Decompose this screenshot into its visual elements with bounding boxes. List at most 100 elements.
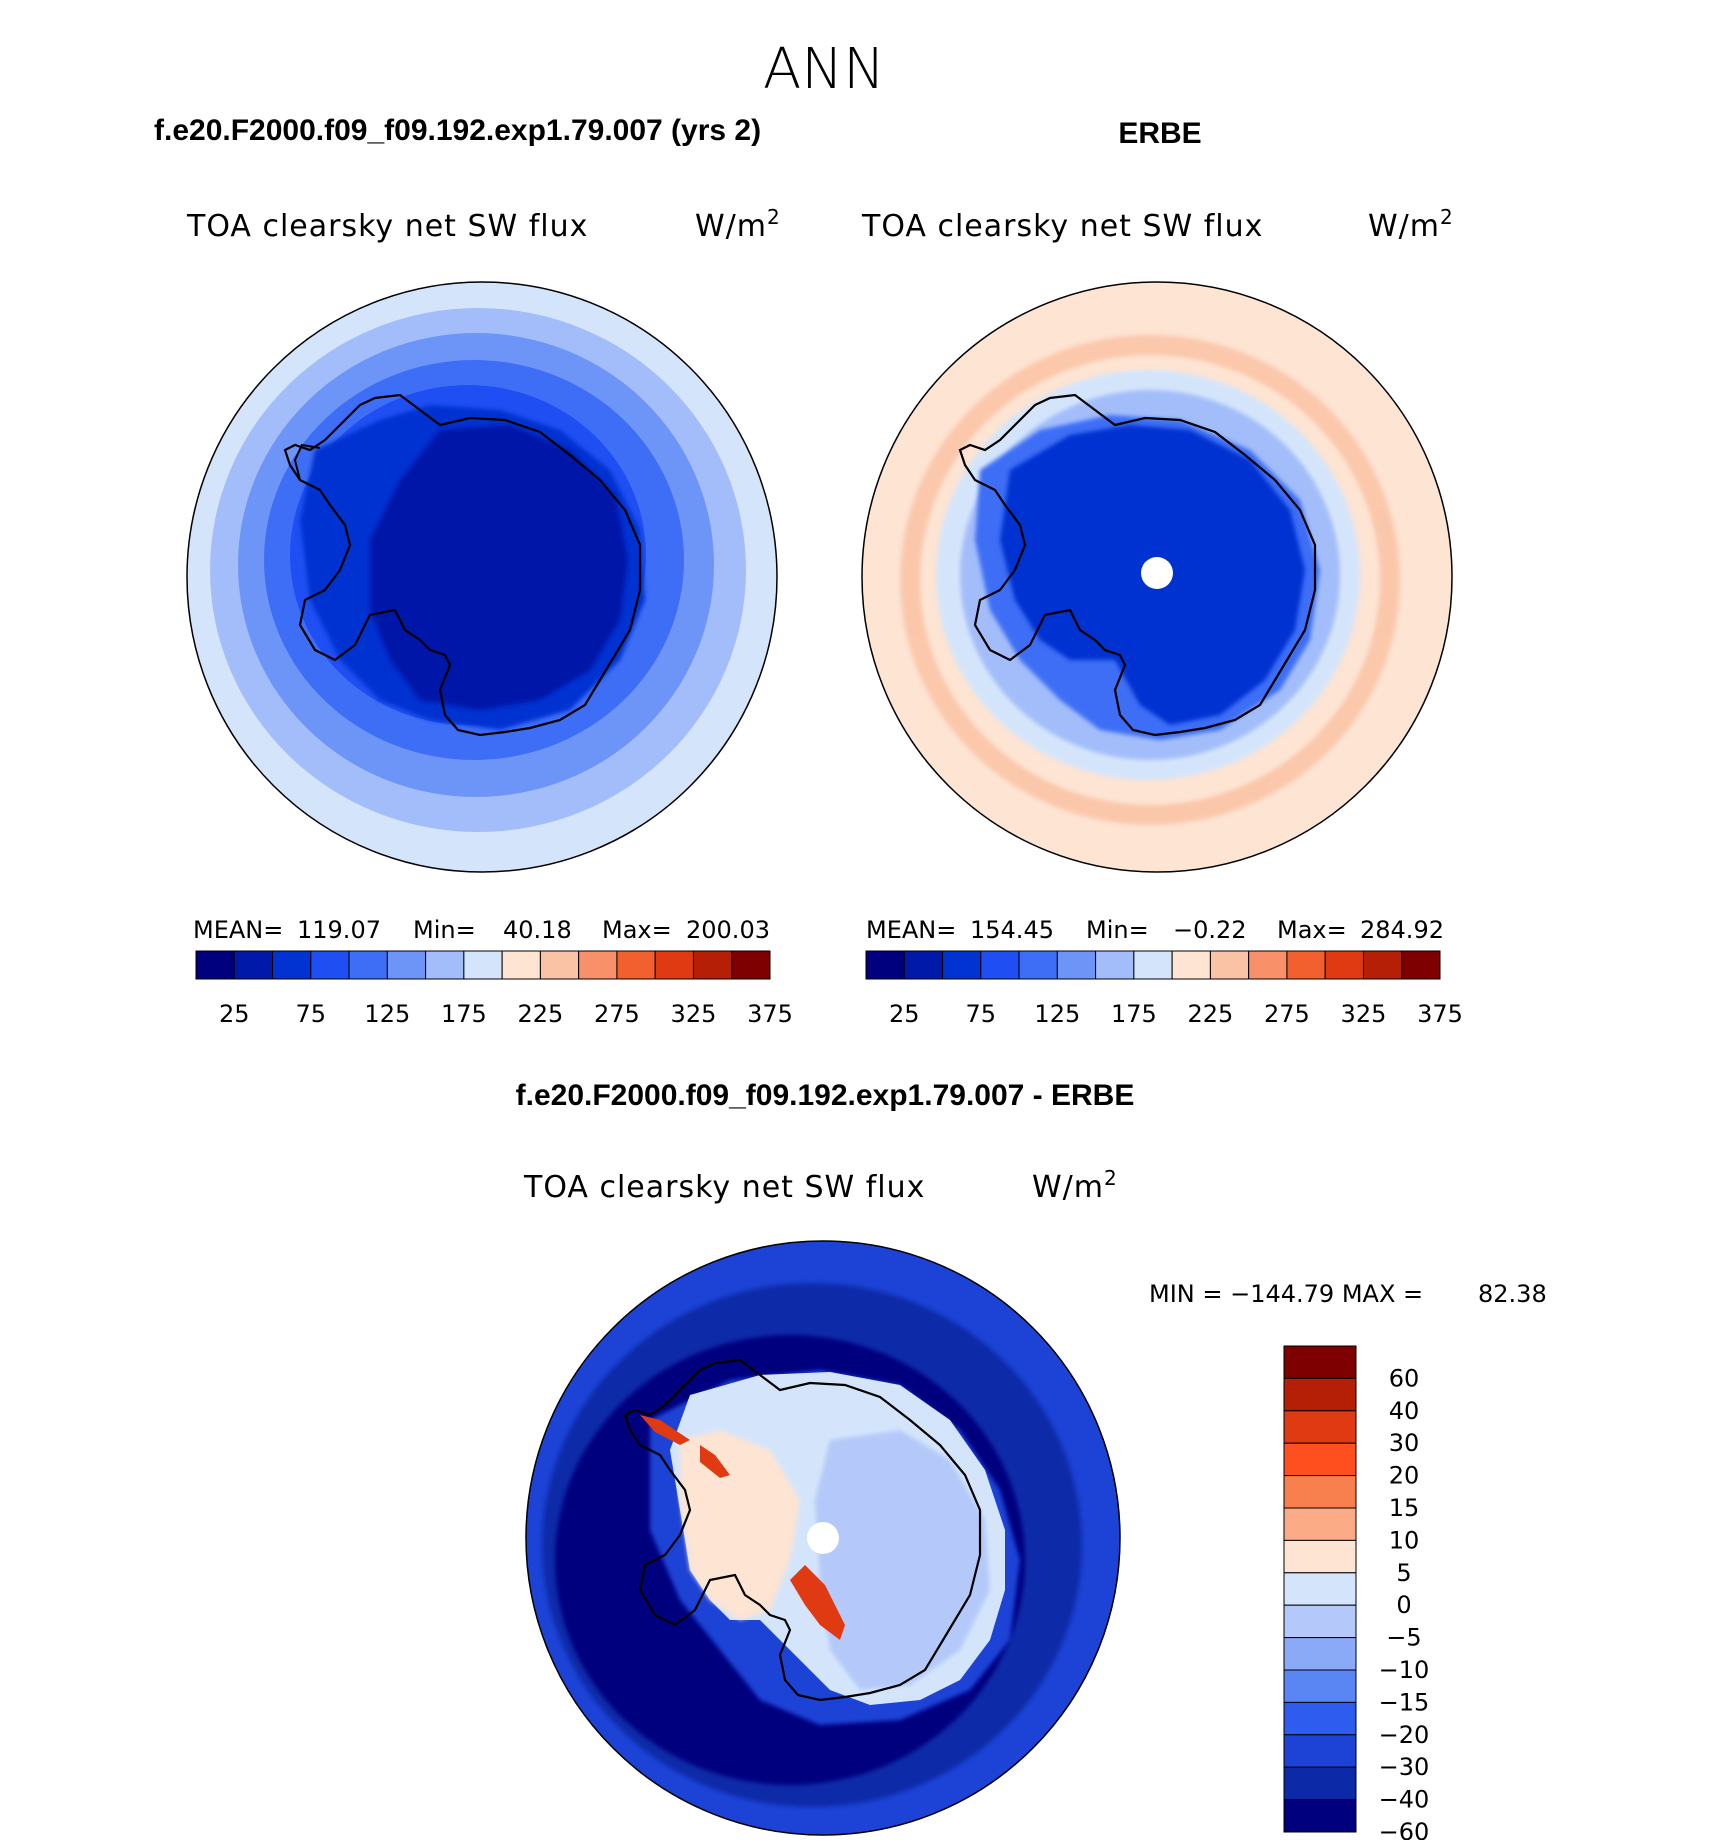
panel2-max-label: Max= <box>1277 916 1347 944</box>
panel1-peninsula-outline <box>293 443 321 481</box>
panel3-colorbar-tick-label-3: 20 <box>1389 1462 1420 1490</box>
panel3-colorbar-swatch-14 <box>1283 1799 1357 1833</box>
panel3-title: f.e20.F2000.f09_f09.192.exp1.79.007 - ER… <box>516 1079 1135 1112</box>
panel3-pole-hole <box>807 1522 839 1554</box>
panel3-colorbar-swatch-2 <box>1283 1410 1357 1444</box>
panel2-mean-label: MEAN= <box>866 916 956 944</box>
panel2-pole-hole <box>1141 557 1173 589</box>
panel3-stats: MIN = −144.79 MAX = 82.38 <box>1149 1280 1547 1308</box>
panel2-colorbar-swatch-6 <box>1095 950 1135 980</box>
panel2-colorbar-swatch-5 <box>1056 950 1097 980</box>
panel2-colorbar-swatch-7 <box>1133 950 1173 980</box>
panel1-min-label: Min= <box>413 916 476 944</box>
panel3-colorbar-tick-label-6: 5 <box>1396 1559 1411 1587</box>
panel1-colorbar-tick-label-2: 125 <box>364 1000 410 1028</box>
panel2-mean-value: 154.45 <box>970 916 1054 944</box>
panel2-colorbar-swatch-8 <box>1171 950 1211 980</box>
panel1-max-label: Max= <box>602 916 672 944</box>
panel3-colorbar-tick-label-12: −30 <box>1379 1753 1430 1781</box>
panel2-colorbar-tick-label-4: 225 <box>1187 1000 1233 1028</box>
panel1-max-value: 200.03 <box>686 916 770 944</box>
panel2-min-label: Min= <box>1086 916 1149 944</box>
panel1-mean-label: MEAN= <box>193 916 283 944</box>
panel2-colorbar-tick-label-6: 325 <box>1341 1000 1387 1028</box>
panel2-polar-map <box>862 282 1452 872</box>
panel3-colorbar-swatch-4 <box>1283 1475 1357 1509</box>
panel3-polar-map <box>526 1241 1120 1835</box>
panel1-min-value: 40.18 <box>503 916 572 944</box>
panel1-title: f.e20.F2000.f09_f09.192.exp1.79.007 (yrs… <box>154 114 761 147</box>
panel1-colorbar-tick-label-1: 75 <box>296 1000 327 1028</box>
panel1-colorbar-swatch-13 <box>692 950 733 980</box>
panel1-colorbar-swatch-0 <box>195 950 235 980</box>
panel1-colorbar-swatch-6 <box>425 950 465 980</box>
panel1-colorbar-swatch-3 <box>310 950 350 980</box>
panel2-colorbar-swatch-2 <box>942 950 982 980</box>
panel1-colorbar-tick-label-7: 375 <box>747 1000 793 1028</box>
panel3-max-value: 82.38 <box>1478 1280 1547 1308</box>
panel3-colorbar-swatch-3 <box>1283 1442 1357 1477</box>
panel1-variable-label: TOA clearsky net SW flux <box>186 209 588 244</box>
panel3-colorbar-swatch-12 <box>1283 1734 1357 1768</box>
panel2-colorbar-swatch-3 <box>980 950 1020 980</box>
panel2-colorbar-swatch-10 <box>1248 950 1288 980</box>
panel1-colorbar-swatch-1 <box>233 950 274 980</box>
panel3-colorbar-tick-label-5: 10 <box>1389 1526 1420 1554</box>
panel1-units: W/m2 <box>695 205 781 244</box>
panel1-colorbar-swatch-12 <box>654 950 694 980</box>
panel3-colorbar-swatch-6 <box>1283 1539 1357 1574</box>
panel1-stats: MEAN= 119.07 Min= 40.18 Max= 200.03 <box>193 916 770 944</box>
panel1-mean-value: 119.07 <box>297 916 381 944</box>
panel1-field-band-50 <box>370 425 628 710</box>
panel1-colorbar-swatch-4 <box>348 950 388 980</box>
panel2-colorbar-tick-label-0: 25 <box>889 1000 920 1028</box>
panel2-colorbar-swatch-13 <box>1362 950 1403 980</box>
panel3-colorbar-tick-label-2: 30 <box>1389 1429 1420 1457</box>
panel1-colorbar-swatch-5 <box>386 950 427 980</box>
panel2-units: W/m2 <box>1368 205 1454 244</box>
panel1-polar-map <box>187 282 777 872</box>
panel2-colorbar-tick-label-2: 125 <box>1034 1000 1080 1028</box>
panel2-colorbar: 25 75 125 175 225 275 325 375 <box>865 950 1463 1028</box>
panel3-colorbar-swatch-13 <box>1283 1766 1357 1801</box>
panel1-colorbar-swatch-7 <box>463 950 503 980</box>
panel1-colorbar-tick-label-5: 275 <box>594 1000 640 1028</box>
figure-title: ANN <box>763 37 885 102</box>
panel1-colorbar-swatch-14 <box>731 950 771 980</box>
panel3-colorbar-tick-label-14: −60 <box>1379 1818 1430 1840</box>
panel3-colorbar-swatch-0 <box>1283 1345 1357 1379</box>
panel2-colorbar-swatch-0 <box>865 950 905 980</box>
panel3-colorbar-swatch-1 <box>1283 1377 1357 1412</box>
panel3-colorbar-tick-label-1: 40 <box>1389 1397 1420 1425</box>
panel3-colorbar-swatch-7 <box>1283 1572 1357 1606</box>
panel2-colorbar-swatch-4 <box>1018 950 1058 980</box>
panel3-colorbar-tick-label-7: 0 <box>1396 1591 1411 1619</box>
panel3-map-border <box>525 1240 1121 1836</box>
panel3-colorbar-tick-label-4: 15 <box>1389 1494 1420 1522</box>
panel3-antarctica-coastline <box>623 1358 982 1702</box>
panel2-max-value: 284.92 <box>1360 916 1444 944</box>
panel2-variable-label: TOA clearsky net SW flux <box>861 209 1263 244</box>
panel2-colorbar-swatch-14 <box>1401 950 1441 980</box>
panel3-colorbar-swatch-5 <box>1283 1507 1357 1541</box>
panel3-units: W/m2 <box>1032 1166 1118 1205</box>
panel2-colorbar-swatch-1 <box>903 950 944 980</box>
panel3-colorbar-tick-label-10: −15 <box>1379 1688 1430 1716</box>
panel3-positive-anomaly-peninsula-a <box>640 1415 690 1445</box>
panel3-colorbar-swatch-10 <box>1283 1669 1357 1703</box>
panel2-min-value: −0.22 <box>1173 916 1247 944</box>
panel1-colorbar-swatch-9 <box>539 950 580 980</box>
panel3-colorbar-swatch-9 <box>1283 1637 1357 1671</box>
panel3-colorbar-tick-label-8: −5 <box>1386 1624 1421 1652</box>
panel1-colorbar-swatch-2 <box>272 950 312 980</box>
panel3-colorbar-tick-label-11: −20 <box>1379 1721 1430 1749</box>
panel1-colorbar-tick-label-3: 175 <box>441 1000 487 1028</box>
panel3-colorbar-swatch-8 <box>1283 1604 1357 1639</box>
panel3-colorbar-tick-label-9: −10 <box>1379 1656 1430 1684</box>
panel2-colorbar-swatch-11 <box>1286 950 1326 980</box>
panel3-colorbar-tick-label-0: 60 <box>1389 1364 1420 1392</box>
panel2-colorbar-tick-label-7: 375 <box>1417 1000 1463 1028</box>
panel1-colorbar: 25 75 125 175 225 275 325 375 <box>195 950 793 1028</box>
panel2-title: ERBE <box>1118 117 1201 150</box>
